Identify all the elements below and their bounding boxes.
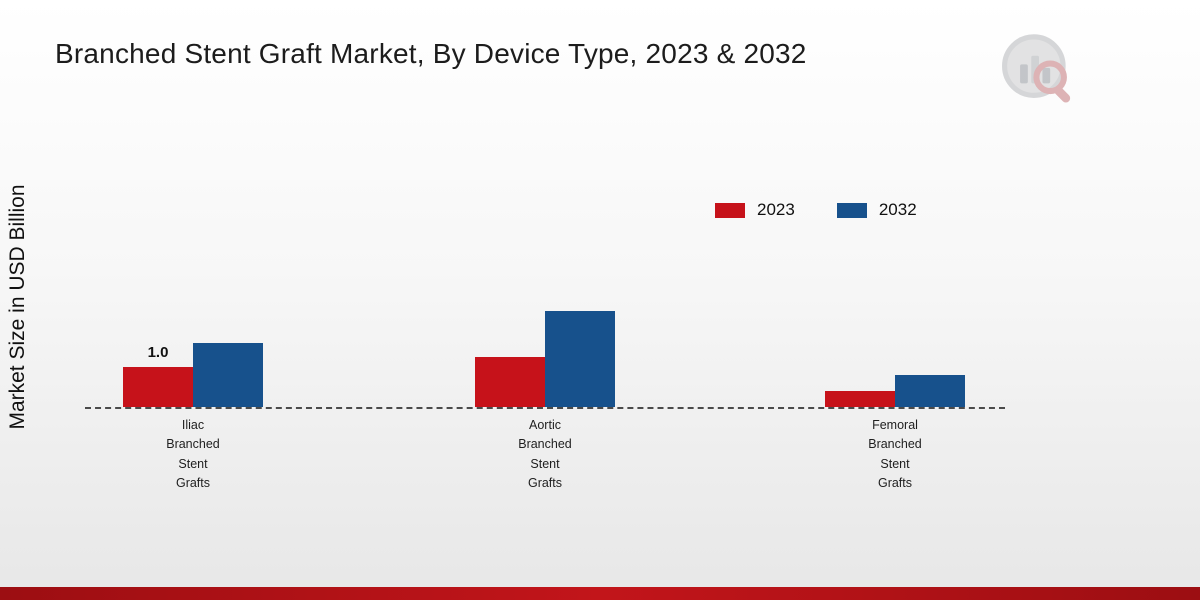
category-label-2: Femoral Branched Stent Grafts: [868, 418, 922, 491]
market-research-logo: [1002, 34, 1071, 103]
bottom-accent-bar: [0, 587, 1200, 600]
bar-2032-0: [193, 343, 263, 407]
chart-legend: 2023 2032: [715, 200, 917, 220]
bar-2023-1: [475, 357, 545, 407]
bar-2032-2: [895, 375, 965, 407]
legend-swatch-2023: [715, 202, 745, 218]
category-label-1: Aortic Branched Stent Grafts: [518, 418, 572, 491]
bar-2032-1: [545, 311, 615, 407]
legend-item-2023: 2023: [715, 200, 795, 220]
chart-title: Branched Stent Graft Market, By Device T…: [55, 38, 807, 69]
legend-label-2032: 2032: [878, 200, 917, 219]
bar-2023-2: [825, 391, 895, 407]
legend-swatch-2032: [836, 202, 867, 218]
legend-label-2023: 2023: [757, 200, 795, 219]
legend-item-2032: 2032: [836, 200, 917, 220]
bar-value-label: 1.0: [147, 344, 169, 361]
category-label-0: Iliac Branched Stent Grafts: [166, 418, 220, 491]
bar-2023-0: [123, 367, 193, 407]
x-axis-baseline: [85, 407, 1005, 409]
